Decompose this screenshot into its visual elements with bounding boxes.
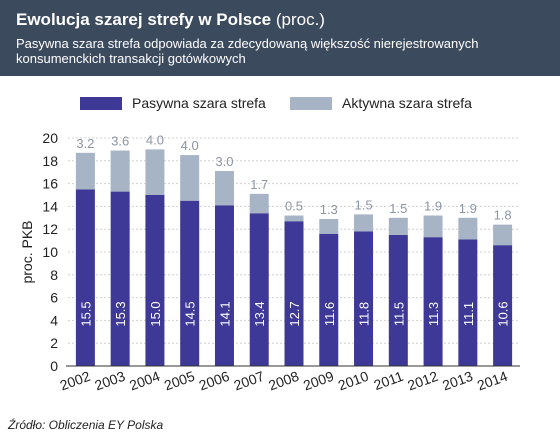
legend-swatch-passive — [80, 97, 122, 110]
y-tick-label: 4 — [50, 312, 58, 328]
bar-passive — [319, 233, 339, 366]
chart-header: Ewolucja szarej strefy w Polsce (proc.) … — [0, 0, 560, 76]
data-label-passive: 11.6 — [322, 302, 337, 326]
chart-title: Ewolucja szarej strefy w Polsce (proc.) — [16, 10, 325, 30]
y-tick-label: 14 — [42, 198, 58, 214]
x-tick-label: 2008 — [266, 368, 301, 394]
legend-label-active: Aktywna szara strefa — [342, 95, 472, 111]
bar-active — [110, 150, 130, 192]
bar-active — [493, 224, 513, 246]
data-label-active: 1.7 — [250, 177, 268, 192]
bar-passive — [493, 245, 513, 366]
legend-swatch-active — [290, 97, 332, 110]
y-axis-title: proc. PKB — [19, 220, 35, 283]
data-label-active: 1.3 — [320, 202, 338, 217]
chart-title-main: Ewolucja szarej strefy w Polsce — [16, 10, 272, 29]
bar-passive — [214, 205, 234, 366]
source-note: Źródło: Obliczenia EY Polska — [8, 418, 164, 432]
y-tick-label: 6 — [50, 290, 58, 306]
x-tick-label: 2014 — [475, 368, 510, 394]
x-tick-label: 2006 — [197, 368, 232, 394]
bar-active — [214, 171, 234, 206]
data-label-active: 3.6 — [111, 134, 129, 149]
bar-passive — [145, 195, 165, 366]
data-label-passive: 11.8 — [357, 302, 372, 326]
bar-passive — [110, 191, 130, 366]
bar-active — [180, 155, 200, 201]
bar-active — [458, 217, 478, 240]
y-tick-label: 18 — [42, 153, 58, 169]
data-label-passive: 14.5 — [183, 301, 198, 326]
data-label-passive: 11.3 — [426, 302, 441, 326]
x-tick-label: 2002 — [58, 368, 93, 394]
data-label-passive: 11.1 — [461, 302, 476, 326]
bar-active — [284, 215, 304, 222]
bar-passive — [354, 231, 374, 366]
data-label-active: 1.8 — [494, 208, 512, 223]
x-tick-label: 2003 — [92, 368, 127, 394]
bar-active — [423, 215, 443, 238]
data-label-passive: 15.3 — [113, 301, 128, 326]
bar-passive — [423, 237, 443, 366]
data-label-active: 1.9 — [424, 199, 442, 214]
bar-passive — [388, 234, 408, 366]
x-tick-label: 2010 — [336, 368, 371, 394]
data-label-passive: 15.5 — [78, 301, 93, 326]
bar-active — [145, 149, 165, 195]
x-tick-label: 2012 — [405, 368, 440, 394]
legend-label-passive: Pasywna szara strefa — [132, 95, 266, 111]
bar-active — [249, 193, 269, 214]
data-label-active: 1.5 — [389, 201, 407, 216]
data-label-passive: 10.6 — [496, 301, 511, 326]
x-tick-label: 2011 — [372, 368, 406, 393]
data-label-active: 1.9 — [459, 201, 477, 216]
data-label-active: 1.5 — [354, 197, 372, 212]
y-tick-label: 2 — [50, 335, 58, 351]
bar-passive — [284, 221, 304, 366]
data-label-active: 3.2 — [76, 136, 94, 151]
y-tick-label: 20 — [42, 130, 58, 146]
y-tick-label: 8 — [50, 267, 58, 283]
data-label-active: 3.0 — [215, 154, 233, 169]
bar-passive — [180, 200, 200, 366]
x-tick-label: 2005 — [162, 368, 197, 394]
x-tick-label: 2007 — [232, 368, 267, 394]
y-tick-label: 12 — [42, 221, 58, 237]
data-label-passive: 12.7 — [287, 301, 302, 326]
data-label-passive: 15.0 — [148, 301, 163, 326]
y-tick-label: 10 — [42, 244, 58, 260]
data-label-active: 4.0 — [146, 132, 164, 147]
bar-active — [388, 217, 408, 235]
data-label-active: 4.0 — [181, 138, 199, 153]
bar-active — [354, 214, 374, 232]
bar-active — [319, 218, 339, 234]
chart-subtitle: Pasywna szara strefa odpowiada za zdecyd… — [16, 36, 479, 66]
y-tick-label: 0 — [50, 358, 58, 374]
data-label-active: 0.5 — [285, 199, 303, 214]
bar-active — [75, 152, 95, 190]
x-tick-label: 2004 — [127, 368, 162, 394]
x-tick-label: 2013 — [440, 368, 475, 394]
bar-passive — [75, 189, 95, 366]
bar-passive — [249, 213, 269, 366]
data-label-passive: 13.4 — [252, 301, 267, 326]
x-tick-label: 2009 — [301, 368, 336, 394]
y-tick-label: 16 — [42, 176, 58, 192]
chart-title-suffix: (proc.) — [271, 10, 325, 29]
data-label-passive: 14.1 — [217, 301, 232, 326]
bar-passive — [458, 239, 478, 366]
data-label-passive: 11.5 — [391, 302, 406, 326]
